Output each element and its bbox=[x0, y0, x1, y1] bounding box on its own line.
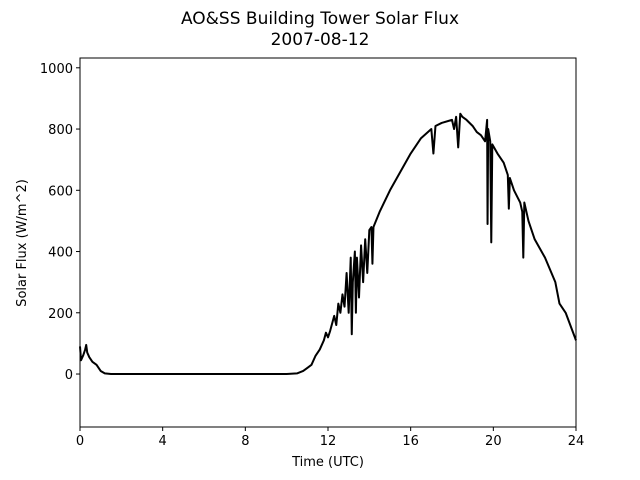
x-tick-label: 16 bbox=[402, 434, 419, 449]
x-tick-label: 12 bbox=[320, 434, 337, 449]
y-tick-label: 600 bbox=[48, 184, 73, 199]
chart-title: AO&SS Building Tower Solar Flux bbox=[181, 9, 459, 29]
x-tick-label: 4 bbox=[159, 434, 167, 449]
y-tick-label: 200 bbox=[48, 307, 73, 322]
y-axis-label: Solar Flux (W/m^2) bbox=[15, 179, 30, 307]
x-tick-label: 0 bbox=[76, 434, 84, 449]
y-tick-label: 400 bbox=[48, 246, 73, 261]
y-tick-label: 800 bbox=[48, 123, 73, 138]
plot-frame bbox=[79, 57, 577, 428]
y-tick-label: 0 bbox=[65, 368, 73, 383]
x-tick-label: 8 bbox=[241, 434, 249, 449]
chart-subtitle: 2007-08-12 bbox=[271, 30, 370, 50]
y-tick-label: 1000 bbox=[40, 62, 73, 77]
x-tick-label: 20 bbox=[485, 434, 502, 449]
x-tick-label: 24 bbox=[568, 434, 585, 449]
x-axis-label: Time (UTC) bbox=[291, 455, 364, 470]
data-line bbox=[79, 112, 577, 376]
